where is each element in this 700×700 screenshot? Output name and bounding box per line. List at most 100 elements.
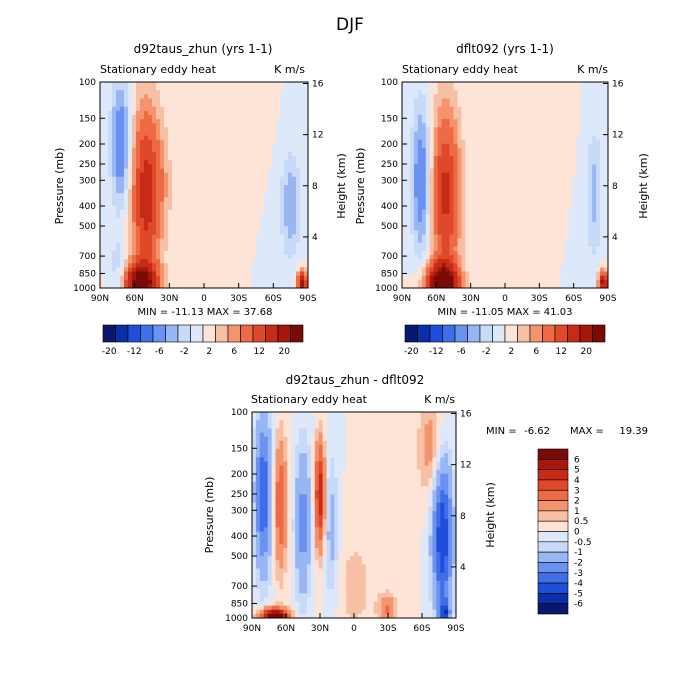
field-cell [485, 127, 490, 132]
field-cell [168, 114, 173, 120]
field-cell [224, 176, 229, 182]
field-cell [425, 147, 431, 153]
field-cell [168, 127, 173, 132]
field-cell [489, 102, 494, 108]
field-cell [264, 160, 269, 165]
field-cell [413, 172, 419, 178]
field-cell [485, 222, 490, 227]
field-cell [184, 147, 189, 153]
field-cell [457, 222, 462, 227]
field-cell [256, 106, 261, 112]
field-cell [457, 82, 462, 87]
field-cell [200, 238, 205, 244]
field-cell [592, 250, 597, 256]
field-cell [437, 152, 443, 157]
field-cell [596, 114, 601, 120]
field-cell [413, 98, 419, 103]
field-cell [216, 147, 221, 153]
field-cell [469, 90, 474, 95]
field-cell [244, 160, 249, 165]
field-cell [104, 259, 109, 264]
field-cell [224, 106, 229, 112]
field-cell [604, 242, 609, 248]
field-cell [564, 160, 569, 165]
field-cell [296, 119, 301, 124]
field-cell [204, 86, 209, 91]
field-cell [144, 250, 149, 256]
field-cell [276, 139, 281, 145]
field-cell [136, 106, 141, 112]
field-cell [580, 193, 585, 198]
field-cell [473, 143, 478, 149]
field-cell [441, 164, 446, 169]
field-cell [489, 135, 494, 141]
field-cell [212, 160, 217, 165]
field-cell [560, 230, 565, 235]
field-cell [296, 230, 301, 235]
field-cell [208, 279, 213, 285]
field-cell [244, 275, 249, 281]
field-cell [405, 185, 411, 190]
field-cell [288, 86, 293, 91]
field-cell [284, 143, 289, 149]
field-cell [409, 213, 415, 219]
field-cell [568, 246, 573, 252]
field-cell [100, 217, 105, 223]
field-cell [160, 263, 165, 268]
field-cell [120, 197, 125, 202]
field-cell [433, 106, 439, 112]
field-cell [244, 213, 249, 219]
field-cell [556, 102, 561, 108]
field-cell [136, 143, 141, 149]
field-cell [292, 123, 297, 128]
field-cell [512, 263, 518, 268]
field-cell [160, 172, 165, 178]
field-cell [248, 271, 253, 277]
field-cell [572, 193, 577, 198]
field-cell [485, 164, 490, 169]
field-cell [501, 102, 506, 108]
field-cell [172, 102, 177, 108]
field-cell [124, 234, 129, 239]
field-cell [172, 110, 177, 116]
field-cell [505, 94, 510, 99]
field-cell [465, 172, 470, 178]
field-cell [304, 90, 309, 95]
field-cell [497, 234, 502, 239]
field-cell [104, 135, 109, 141]
field-cell [104, 275, 109, 281]
field-cell [304, 82, 309, 87]
field-cell [204, 246, 209, 252]
field-cell [516, 230, 522, 235]
field-cell [556, 193, 561, 198]
field-cell [224, 86, 229, 91]
field-cell [252, 82, 257, 87]
field-cell [508, 152, 514, 157]
field-cell [220, 172, 225, 178]
field-cell [532, 246, 538, 252]
field-cell [108, 110, 113, 116]
field-cell [493, 197, 498, 202]
field-cell [192, 255, 197, 260]
field-cell [148, 255, 153, 260]
field-cell [409, 176, 415, 182]
field-cell [212, 106, 217, 112]
field-cell [108, 131, 113, 136]
field-cell [104, 271, 109, 277]
field-cell [449, 90, 454, 95]
field-cell [600, 127, 605, 132]
field-cell [516, 234, 522, 239]
field-cell [276, 259, 281, 264]
field-cell [268, 222, 273, 227]
field-cell [516, 209, 522, 215]
field-cell [532, 197, 538, 202]
field-cell [104, 110, 109, 116]
field-cell [100, 152, 105, 157]
field-cell [552, 98, 557, 103]
field-cell [300, 217, 305, 223]
field-cell [192, 259, 197, 264]
field-cell [276, 114, 281, 120]
field-cell [288, 152, 293, 157]
field-cell [588, 197, 593, 202]
field-cell [304, 217, 309, 223]
